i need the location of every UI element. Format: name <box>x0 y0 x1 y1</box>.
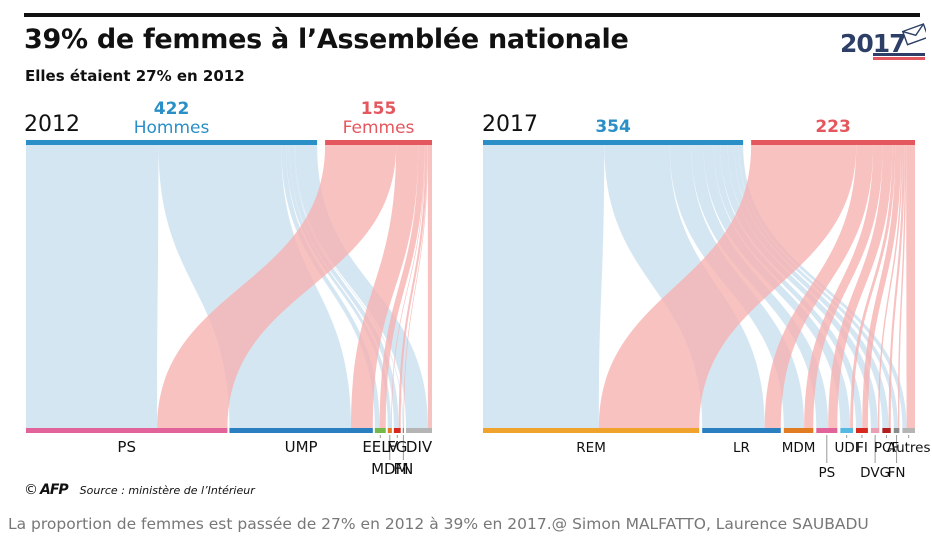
party-bar-fg <box>393 428 401 433</box>
party-label-ps: PS <box>818 465 835 481</box>
flow-women-pcf <box>888 145 905 428</box>
flow-women-fg <box>398 145 428 428</box>
party-bar-eelv <box>374 428 386 433</box>
party-bar-ps <box>816 428 838 433</box>
flow-men-ps <box>26 145 159 428</box>
flow-women-ps <box>828 145 893 428</box>
flow-women-mdm <box>804 145 883 428</box>
party-bar-lr <box>702 428 781 433</box>
flow-women-fi <box>862 145 902 428</box>
party-bar-ps <box>26 428 228 433</box>
party-label-mdm: MDM <box>782 440 816 456</box>
flow-women-lr <box>764 145 874 428</box>
party-label-pcf: PCF <box>874 440 899 456</box>
top-rule <box>24 13 920 17</box>
flow-women-div <box>427 145 432 428</box>
women-count-2017: 223 <box>815 117 851 137</box>
flow-men-dvg <box>720 145 878 428</box>
figure-caption: La proportion de femmes est passée de 27… <box>8 515 869 533</box>
flow-men-eelv <box>281 145 380 428</box>
party-bar-mdm <box>783 428 814 433</box>
flow-women-eelv <box>379 145 425 428</box>
party-label-lr: LR <box>733 440 750 456</box>
sankey-panel-2012 <box>26 140 432 460</box>
party-label-mdm: MDM <box>371 460 408 478</box>
party-bar-udi <box>840 428 853 433</box>
women-bar-2017 <box>751 140 915 145</box>
chart-title: 39% de femmes à l’Assemblée nationale <box>24 24 629 55</box>
party-bar-fn <box>893 428 900 433</box>
afp-logo: AFP <box>40 482 69 498</box>
logo-stripe-red <box>873 57 925 60</box>
men-count-2012: 422 <box>154 99 190 119</box>
women-label-2012: Femmes <box>343 118 415 138</box>
logo-stripe-blue <box>873 53 925 56</box>
party-label-div: DIV <box>406 438 433 456</box>
year-label-2017: 2017 <box>482 112 538 137</box>
men-count-2017: 354 <box>595 117 631 137</box>
party-label-fn: FN <box>888 465 906 481</box>
party-bar-autres <box>902 428 915 433</box>
party-label-rem: REM <box>576 440 606 456</box>
party-bar-fi <box>855 428 868 433</box>
party-label-eelv: EELV <box>362 438 399 456</box>
party-bar-ump <box>229 428 373 433</box>
men-bar-2012 <box>26 140 318 145</box>
party-label-fg: FG <box>387 438 407 456</box>
flow-men-fn <box>294 145 404 428</box>
flow-women-fn <box>897 145 907 428</box>
men-bar-2017 <box>483 140 744 145</box>
party-label-autres: Autres <box>887 440 931 456</box>
flow-men-mdm <box>286 145 392 428</box>
party-bar-div <box>406 428 432 433</box>
flow-women-ump <box>350 145 419 428</box>
flow-women-autres <box>906 145 915 428</box>
election-2017-logo: 2017 <box>840 23 926 60</box>
flow-women-dvg <box>877 145 903 428</box>
flow-men-pcf <box>727 145 889 428</box>
party-bar-mdm <box>387 428 392 433</box>
women-count-2012: 155 <box>361 99 397 119</box>
party-label-dvg: DVG <box>860 465 890 481</box>
flow-women-mdm <box>391 145 426 428</box>
party-label-fn: FN <box>393 460 413 478</box>
party-label-ps: PS <box>117 438 136 456</box>
copyright-symbol: © <box>24 482 38 498</box>
flow-women-fn <box>403 145 428 428</box>
flow-men-fg <box>289 145 399 428</box>
flow-men-rem <box>483 145 605 428</box>
party-bar-pcf <box>882 428 891 433</box>
year-label-2012: 2012 <box>24 112 80 137</box>
women-bar-2012 <box>325 140 432 145</box>
footer-credits: © AFP Source : ministère de l’Intérieur <box>24 482 255 498</box>
party-bar-fn <box>402 428 405 433</box>
party-label-ump: UMP <box>285 438 318 456</box>
sankey-panel-2017 <box>483 140 915 463</box>
party-label-udi: UDI <box>835 440 859 456</box>
chart-subtitle: Elles étaient 27% en 2012 <box>25 67 245 85</box>
flow-women-rem <box>598 145 857 428</box>
party-bar-dvg <box>870 428 880 433</box>
flow-women-udi <box>850 145 896 428</box>
flow-women-ps <box>157 145 397 428</box>
party-label-fi: FI <box>856 440 868 456</box>
flow-men-fi <box>713 145 863 428</box>
ballot-envelope-icon <box>901 23 926 46</box>
party-bar-rem <box>483 428 700 433</box>
source-note: Source : ministère de l’Intérieur <box>79 484 255 497</box>
men-label-2012: Hommes <box>134 118 210 138</box>
